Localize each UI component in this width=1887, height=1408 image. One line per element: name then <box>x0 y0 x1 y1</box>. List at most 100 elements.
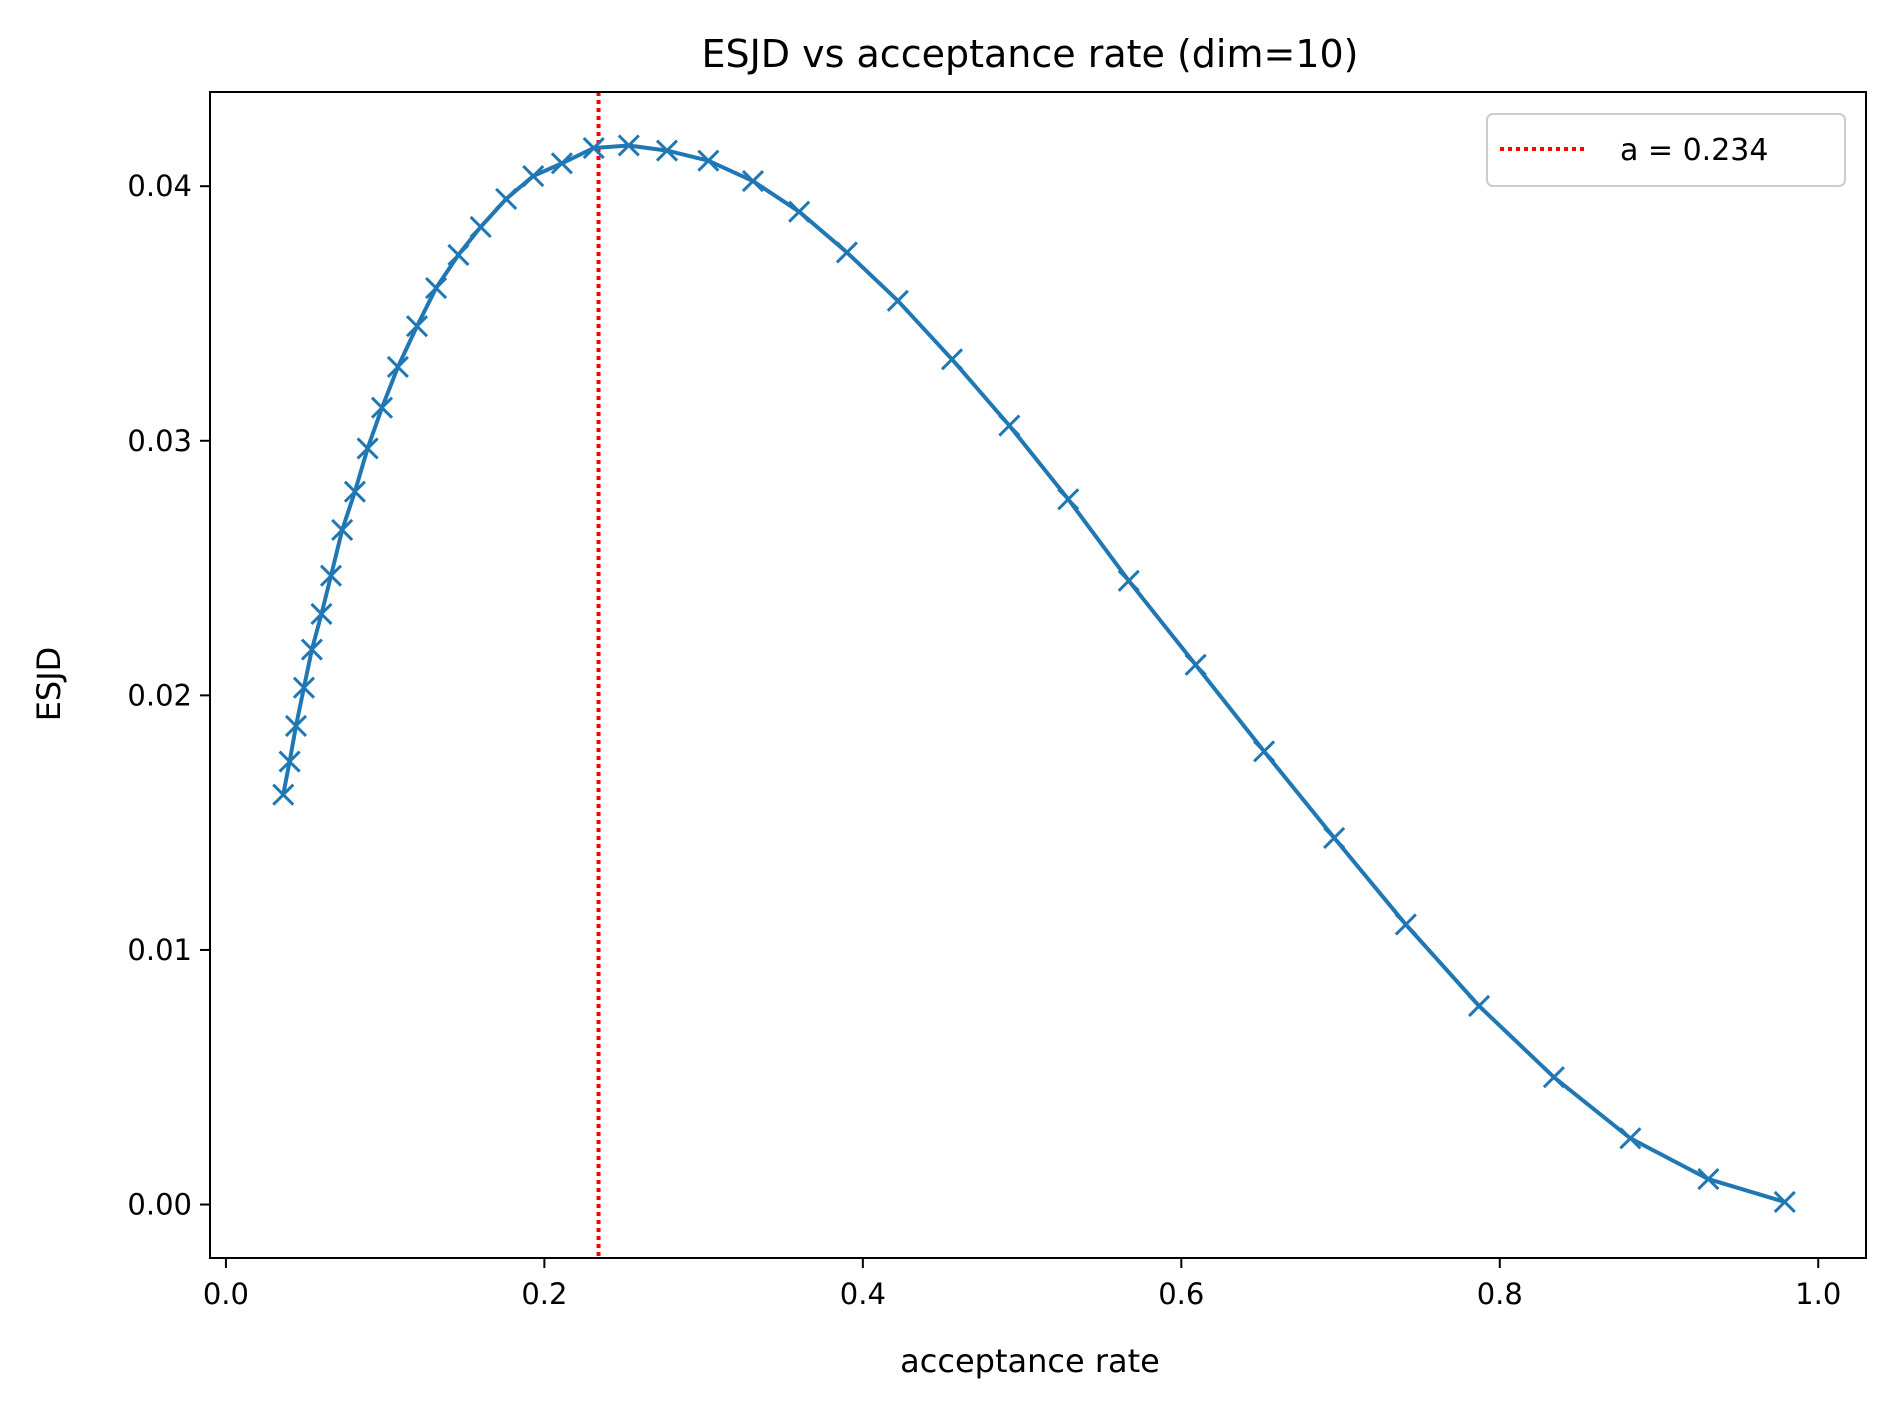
data-point-33 <box>1323 826 1346 849</box>
marker-stroke <box>835 241 858 264</box>
marker-stroke <box>655 139 679 162</box>
data-point-16 <box>495 187 518 210</box>
data-point-24 <box>788 200 811 223</box>
data-point-14 <box>447 243 470 266</box>
marker-stroke <box>386 355 409 379</box>
data-point-6 <box>319 564 343 587</box>
data-point-0 <box>272 783 295 806</box>
marker-stroke <box>1697 1168 1720 1191</box>
data-point-27 <box>940 348 964 371</box>
marker-stroke <box>1323 826 1346 849</box>
marker-stroke <box>300 638 323 661</box>
y-tick-label: 0.03 <box>127 424 192 458</box>
data-point-8 <box>343 480 366 503</box>
marker-stroke <box>272 783 295 806</box>
data-point-20 <box>617 134 640 157</box>
data-point-28 <box>998 414 1021 437</box>
data-point-29 <box>1057 488 1080 511</box>
y-tick-label: 0.04 <box>127 169 192 203</box>
data-point-13 <box>425 276 448 300</box>
marker-stroke <box>1117 569 1140 592</box>
data-point-21 <box>655 139 679 162</box>
x-tick-label: 0.2 <box>521 1277 567 1311</box>
marker-stroke <box>522 164 545 188</box>
legend-label-reference-line: a = 0.234 <box>1620 133 1768 168</box>
series-line <box>281 143 1787 1204</box>
marker-stroke <box>356 437 379 460</box>
data-point-26 <box>886 289 909 312</box>
y-tick-label: 0.00 <box>127 1188 192 1222</box>
marker-stroke <box>1057 488 1080 511</box>
data-point-32 <box>1253 740 1276 763</box>
plot-area <box>209 91 1867 1259</box>
data-point-36 <box>1542 1066 1565 1089</box>
marker-stroke <box>343 480 366 503</box>
marker-stroke <box>1619 1127 1642 1150</box>
y-axis-label: ESJD <box>30 647 68 722</box>
marker-stroke <box>1773 1190 1796 1214</box>
x-tick-label: 0.4 <box>840 1277 886 1311</box>
marker-stroke <box>292 676 316 699</box>
marker-stroke <box>617 134 640 157</box>
marker-stroke <box>331 518 354 541</box>
marker-stroke <box>550 152 573 175</box>
data-point-7 <box>331 518 354 541</box>
x-tick-label: 1.0 <box>1795 1277 1841 1311</box>
marker-stroke <box>370 396 394 419</box>
marker-stroke <box>310 602 333 625</box>
marker-stroke <box>940 348 964 371</box>
data-point-31 <box>1184 653 1207 676</box>
y-tick-label: 0.01 <box>127 933 192 967</box>
data-point-37 <box>1619 1127 1642 1150</box>
data-point-34 <box>1394 913 1417 936</box>
marker-stroke <box>319 564 343 587</box>
data-point-25 <box>835 241 858 264</box>
marker-stroke <box>405 315 429 338</box>
marker-stroke <box>788 200 811 223</box>
data-point-18 <box>550 152 573 175</box>
legend-box <box>1486 113 1846 187</box>
data-point-4 <box>300 638 323 661</box>
data-point-39 <box>1773 1190 1796 1214</box>
data-point-5 <box>310 602 333 625</box>
data-point-17 <box>522 164 545 188</box>
data-point-3 <box>292 676 316 699</box>
marker-stroke <box>1394 913 1417 936</box>
marker-stroke <box>998 414 1021 437</box>
x-axis-ticks: 0.0 0.2 0.4 0.6 0.8 1.0 <box>203 1258 1841 1311</box>
data-point-10 <box>370 396 394 419</box>
marker-stroke <box>1253 740 1276 763</box>
marker-stroke <box>278 750 301 773</box>
data-point-9 <box>356 437 379 460</box>
data-point-1 <box>278 750 301 773</box>
marker-stroke <box>886 289 909 312</box>
x-axis-label: acceptance rate <box>900 1342 1160 1380</box>
marker-stroke <box>1468 994 1491 1018</box>
marker-stroke <box>284 714 308 737</box>
marker-stroke <box>469 215 492 238</box>
marker-stroke <box>425 276 448 300</box>
data-point-2 <box>284 714 308 737</box>
data-point-30 <box>1117 569 1140 592</box>
chart-title: ESJD vs acceptance rate (dim=10) <box>701 32 1358 76</box>
data-point-38 <box>1697 1168 1720 1191</box>
x-tick-label: 0.0 <box>203 1277 249 1311</box>
marker-stroke <box>697 149 720 172</box>
x-tick-label: 0.8 <box>1477 1277 1523 1311</box>
data-point-22 <box>697 149 720 172</box>
y-tick-label: 0.02 <box>127 678 192 712</box>
marker-stroke <box>447 243 470 266</box>
data-point-35 <box>1468 994 1491 1018</box>
legend: a = 0.234 <box>1486 113 1846 187</box>
data-point-19 <box>582 136 605 160</box>
y-axis-ticks: 0.00 0.01 0.02 0.03 0.04 <box>127 169 210 1222</box>
marker-stroke <box>741 170 765 193</box>
marker-stroke <box>1184 653 1207 676</box>
data-point-23 <box>741 170 765 193</box>
data-point-15 <box>469 215 492 238</box>
axes-frame <box>209 91 1867 1259</box>
data-point-11 <box>386 355 409 379</box>
marker-stroke <box>1542 1066 1565 1089</box>
